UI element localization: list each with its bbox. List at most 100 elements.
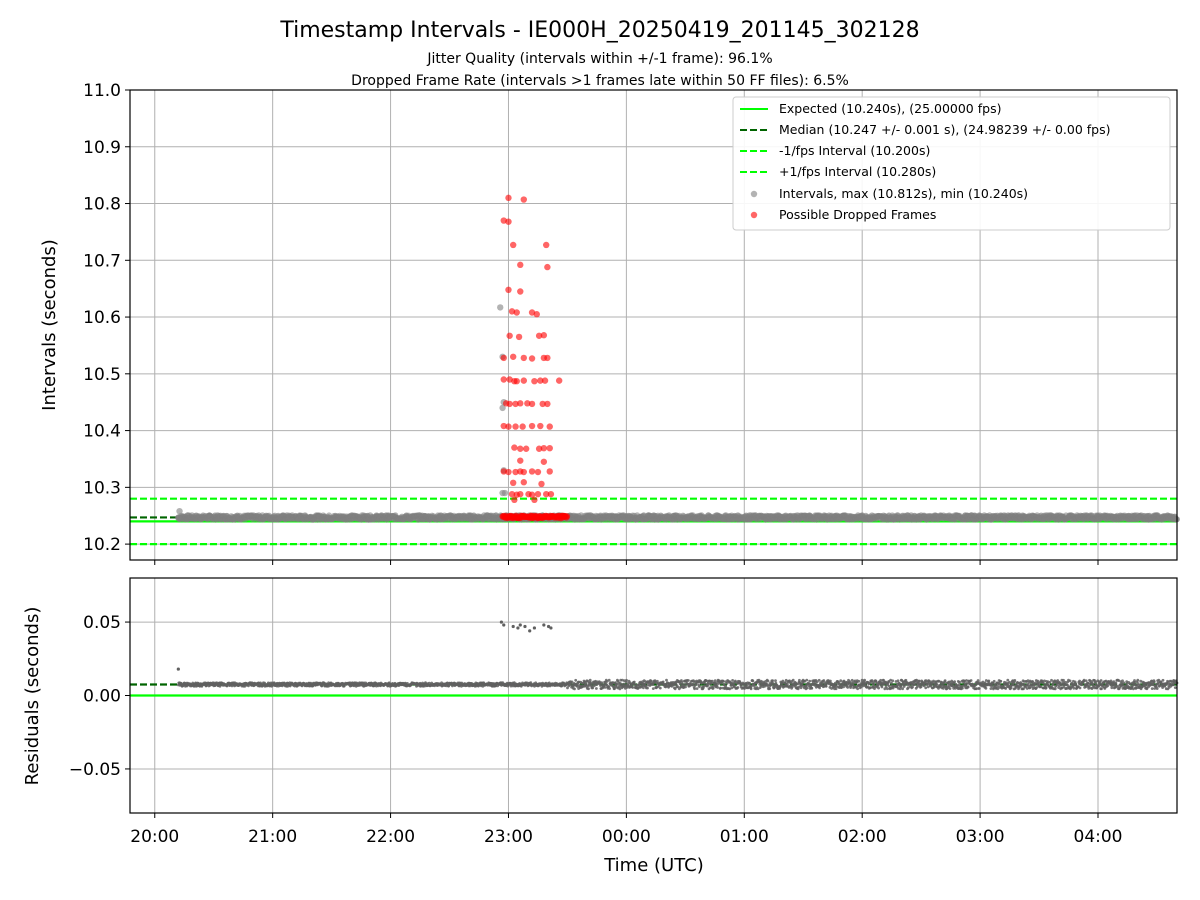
- residual-point: [1044, 686, 1048, 690]
- residual-point: [658, 686, 662, 690]
- y-tick-label: 10.8: [83, 195, 121, 215]
- residual-point: [731, 679, 734, 682]
- dropped-frame-point: [517, 490, 524, 498]
- residual-point: [805, 678, 809, 682]
- residual-point: [695, 687, 699, 690]
- dropped-frame-point: [509, 479, 517, 487]
- residual-point: [880, 685, 884, 689]
- interval-point: [497, 304, 504, 311]
- residual-point: [607, 678, 611, 682]
- dropped-frame-point: [517, 400, 524, 407]
- residual-point: [591, 686, 595, 690]
- dropped-frame-point: [543, 241, 550, 249]
- residual-point: [999, 679, 1003, 683]
- dropped-frame-point: [512, 423, 519, 430]
- residual-point: [1063, 680, 1067, 684]
- residual-point: [879, 678, 883, 682]
- residual-point: [1013, 679, 1017, 682]
- residual-point: [768, 687, 772, 691]
- residual-point: [891, 679, 895, 683]
- residual-point: [631, 686, 635, 689]
- interval-point: [501, 489, 509, 497]
- residual-point: [1078, 679, 1081, 683]
- dropped-frame-point: [534, 490, 542, 498]
- residual-point: [753, 684, 756, 688]
- residual-point: [824, 684, 828, 688]
- top-panel-points: [175, 194, 1180, 523]
- residual-point: [808, 679, 812, 683]
- dropped-frame-point: [546, 468, 553, 475]
- residual-point: [872, 683, 876, 686]
- dropped-frame-point: [520, 479, 528, 486]
- residual-point: [661, 680, 665, 684]
- interval-point: [176, 507, 183, 515]
- bottom-panel-points: [176, 620, 1179, 691]
- residual-point: [953, 680, 956, 684]
- residual-point: [857, 679, 861, 683]
- residual-point: [791, 678, 795, 682]
- dropped-frame-point: [506, 400, 513, 408]
- residual-point: [1110, 686, 1114, 690]
- residual-point: [1084, 679, 1088, 683]
- residual-point: [1053, 687, 1057, 691]
- residual-point: [1009, 686, 1013, 690]
- dropped-frame-point: [537, 422, 544, 430]
- dropped-frame-point: [509, 241, 517, 249]
- dropped-frame-point: [538, 480, 545, 488]
- dropped-frame-point: [522, 445, 530, 452]
- y-tick-label: 10.2: [83, 535, 121, 555]
- y-tick-label: 10.9: [83, 138, 121, 158]
- residual-point: [1006, 678, 1010, 682]
- residual-point: [1106, 684, 1110, 688]
- residual-point: [651, 687, 655, 690]
- dropped-frame-point: [520, 377, 528, 384]
- residual-point: [919, 685, 923, 689]
- residual-point: [600, 681, 604, 684]
- dropped-frame-point: [519, 423, 526, 430]
- residual-point: [1072, 686, 1076, 690]
- dropped-frame-point: [544, 400, 551, 408]
- residual-point: [1078, 686, 1082, 690]
- residual-point: [817, 678, 821, 682]
- dropped-frame-point: [531, 377, 538, 385]
- residual-point: [786, 682, 789, 686]
- residual-point: [595, 687, 598, 690]
- dropped-frame-point: [517, 457, 524, 464]
- residual-point: [719, 686, 722, 690]
- residual-point: [698, 685, 701, 689]
- residual-point: [984, 686, 988, 690]
- residual-point: [1099, 679, 1103, 682]
- residual-point: [818, 686, 821, 690]
- dropped-frame-point: [513, 377, 520, 385]
- top-panel-y-ticks: 10.210.310.410.510.610.710.810.911.0: [83, 81, 130, 555]
- y-tick-label: 10.5: [83, 365, 121, 385]
- chart-subtitle-jitter: Jitter Quality (intervals within +/-1 fr…: [426, 51, 772, 67]
- residual-point: [687, 679, 690, 682]
- dropped-frame-point: [500, 354, 507, 362]
- residual-point: [863, 678, 866, 682]
- y-tick-label: 10.7: [83, 251, 121, 271]
- y-tick-label: 10.4: [83, 422, 121, 442]
- dropped-frame-point: [547, 490, 555, 498]
- residual-point: [799, 686, 803, 690]
- residual-point: [977, 687, 981, 690]
- residual-point: [948, 687, 952, 690]
- residual-point: [625, 678, 628, 682]
- residual-point: [603, 686, 607, 689]
- residual-point: [608, 687, 611, 690]
- residual-point: [924, 686, 928, 690]
- residual-point: [646, 686, 649, 690]
- dropped-frame-point: [540, 458, 548, 465]
- residual-point: [822, 679, 826, 682]
- interval-point: [175, 514, 182, 522]
- residual-point: [573, 687, 576, 691]
- dropped-frame-point: [546, 444, 553, 452]
- dropped-frame-point: [544, 354, 551, 362]
- dropped-frame-point: [505, 423, 512, 430]
- residual-point: [810, 686, 814, 690]
- dropped-frame-point: [511, 444, 518, 451]
- dropped-frame-point: [528, 355, 536, 362]
- residual-point: [632, 680, 636, 684]
- dropped-frame-point: [517, 261, 524, 269]
